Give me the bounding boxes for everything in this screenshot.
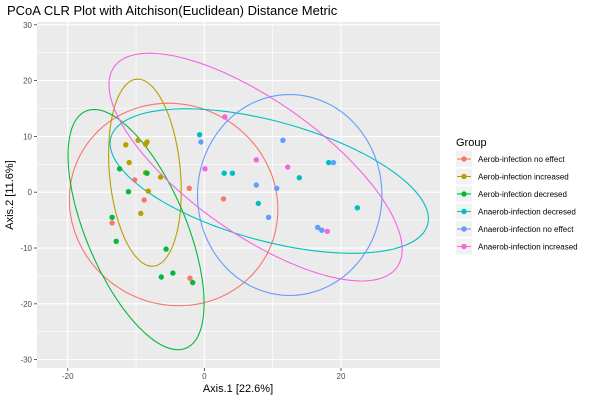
confidence-ellipses xyxy=(67,52,429,351)
legend-label: Aerob-infection no effect xyxy=(478,155,565,164)
data-point-series-3 xyxy=(229,170,236,176)
data-point-series-1 xyxy=(138,210,144,217)
y-tick-label: -20 xyxy=(20,300,32,309)
data-point-series-4 xyxy=(330,159,337,166)
data-point-series-3 xyxy=(354,205,361,211)
legend-key-point xyxy=(461,208,467,215)
data-point-series-2 xyxy=(113,238,119,244)
data-point-series-2 xyxy=(116,166,123,172)
data-point-series-1 xyxy=(144,139,150,145)
data-point-series-4 xyxy=(319,227,325,233)
data-point-series-0 xyxy=(109,220,115,226)
data-point-series-0 xyxy=(220,196,227,202)
data-point-series-2 xyxy=(163,246,169,252)
x-tick-label: 20 xyxy=(337,372,346,381)
data-point-series-3 xyxy=(326,159,332,166)
data-point-series-4 xyxy=(274,185,280,191)
legend-title: Group xyxy=(456,137,487,149)
ellipse-series-3 xyxy=(109,108,429,254)
y-tick-label: 30 xyxy=(23,21,32,30)
data-point-series-2 xyxy=(125,189,132,195)
legend-key-point xyxy=(461,243,467,250)
data-point-series-3 xyxy=(255,200,261,207)
data-point-series-4 xyxy=(198,139,204,145)
data-point-series-0 xyxy=(141,197,147,203)
data-point-series-4 xyxy=(280,137,286,143)
ellipse-series-0 xyxy=(68,102,279,307)
legend-key-point xyxy=(461,226,467,232)
data-point-series-2 xyxy=(190,279,196,286)
data-point-series-1 xyxy=(126,159,132,166)
data-point-series-3 xyxy=(296,175,302,181)
y-tick-label: 0 xyxy=(28,188,33,197)
data-point-series-0 xyxy=(187,275,193,281)
data-point-series-1 xyxy=(157,174,164,180)
legend-label: Anaerob-infection decresed xyxy=(478,208,576,217)
data-point-series-5 xyxy=(285,164,291,170)
legend-key-point xyxy=(461,191,467,197)
y-tick-label: 10 xyxy=(23,132,32,141)
ellipse-series-5 xyxy=(108,52,403,282)
legend: Group Aerob-infection no effect Aerob-inf… xyxy=(456,137,578,255)
ellipse-series-4 xyxy=(196,93,383,297)
x-tick-label: -20 xyxy=(62,372,74,381)
y-tick-label: -30 xyxy=(20,356,32,365)
legend-label: Aerob-infection decresed xyxy=(478,190,567,199)
data-point-series-2 xyxy=(170,270,176,276)
data-point-series-2 xyxy=(109,214,115,220)
data-point-series-2 xyxy=(144,170,150,176)
y-axis-ticks: -30 -20 -10 0 10 20 30 xyxy=(20,21,37,365)
data-points xyxy=(109,114,361,286)
data-point-series-0 xyxy=(186,185,192,191)
x-axis-title: Axis.1 [22.6%] xyxy=(203,383,273,395)
data-point-series-1 xyxy=(145,188,151,194)
data-point-series-4 xyxy=(315,224,321,231)
data-point-series-5 xyxy=(324,228,330,234)
chart-title: PCoA CLR Plot with Aitchison(Euclidean) … xyxy=(7,3,338,18)
data-point-series-3 xyxy=(196,132,203,138)
data-point-series-2 xyxy=(158,274,164,280)
legend-label: Anaerob-infection increased xyxy=(478,243,578,252)
y-axis-title: Axis.2 [11.6%] xyxy=(4,160,16,230)
y-tick-label: -10 xyxy=(20,244,32,253)
data-point-series-1 xyxy=(135,137,141,143)
y-tick-label: 20 xyxy=(23,77,32,86)
ellipse-series-1 xyxy=(108,78,182,267)
legend-label: Anaerob-infection no effect xyxy=(478,225,574,234)
legend-key-point xyxy=(461,173,467,180)
legend-key-point xyxy=(461,156,467,162)
data-point-series-4 xyxy=(265,214,272,220)
data-point-series-1 xyxy=(123,142,129,148)
data-point-series-5 xyxy=(222,114,228,120)
x-tick-label: 0 xyxy=(202,372,207,381)
legend-label: Aerob-infection increased xyxy=(478,173,569,182)
data-point-series-4 xyxy=(253,182,259,188)
data-point-series-5 xyxy=(202,166,208,172)
data-point-series-3 xyxy=(221,170,227,176)
data-point-series-0 xyxy=(132,177,138,183)
x-axis-ticks: -20 0 20 xyxy=(62,368,346,381)
data-point-series-5 xyxy=(253,157,259,163)
